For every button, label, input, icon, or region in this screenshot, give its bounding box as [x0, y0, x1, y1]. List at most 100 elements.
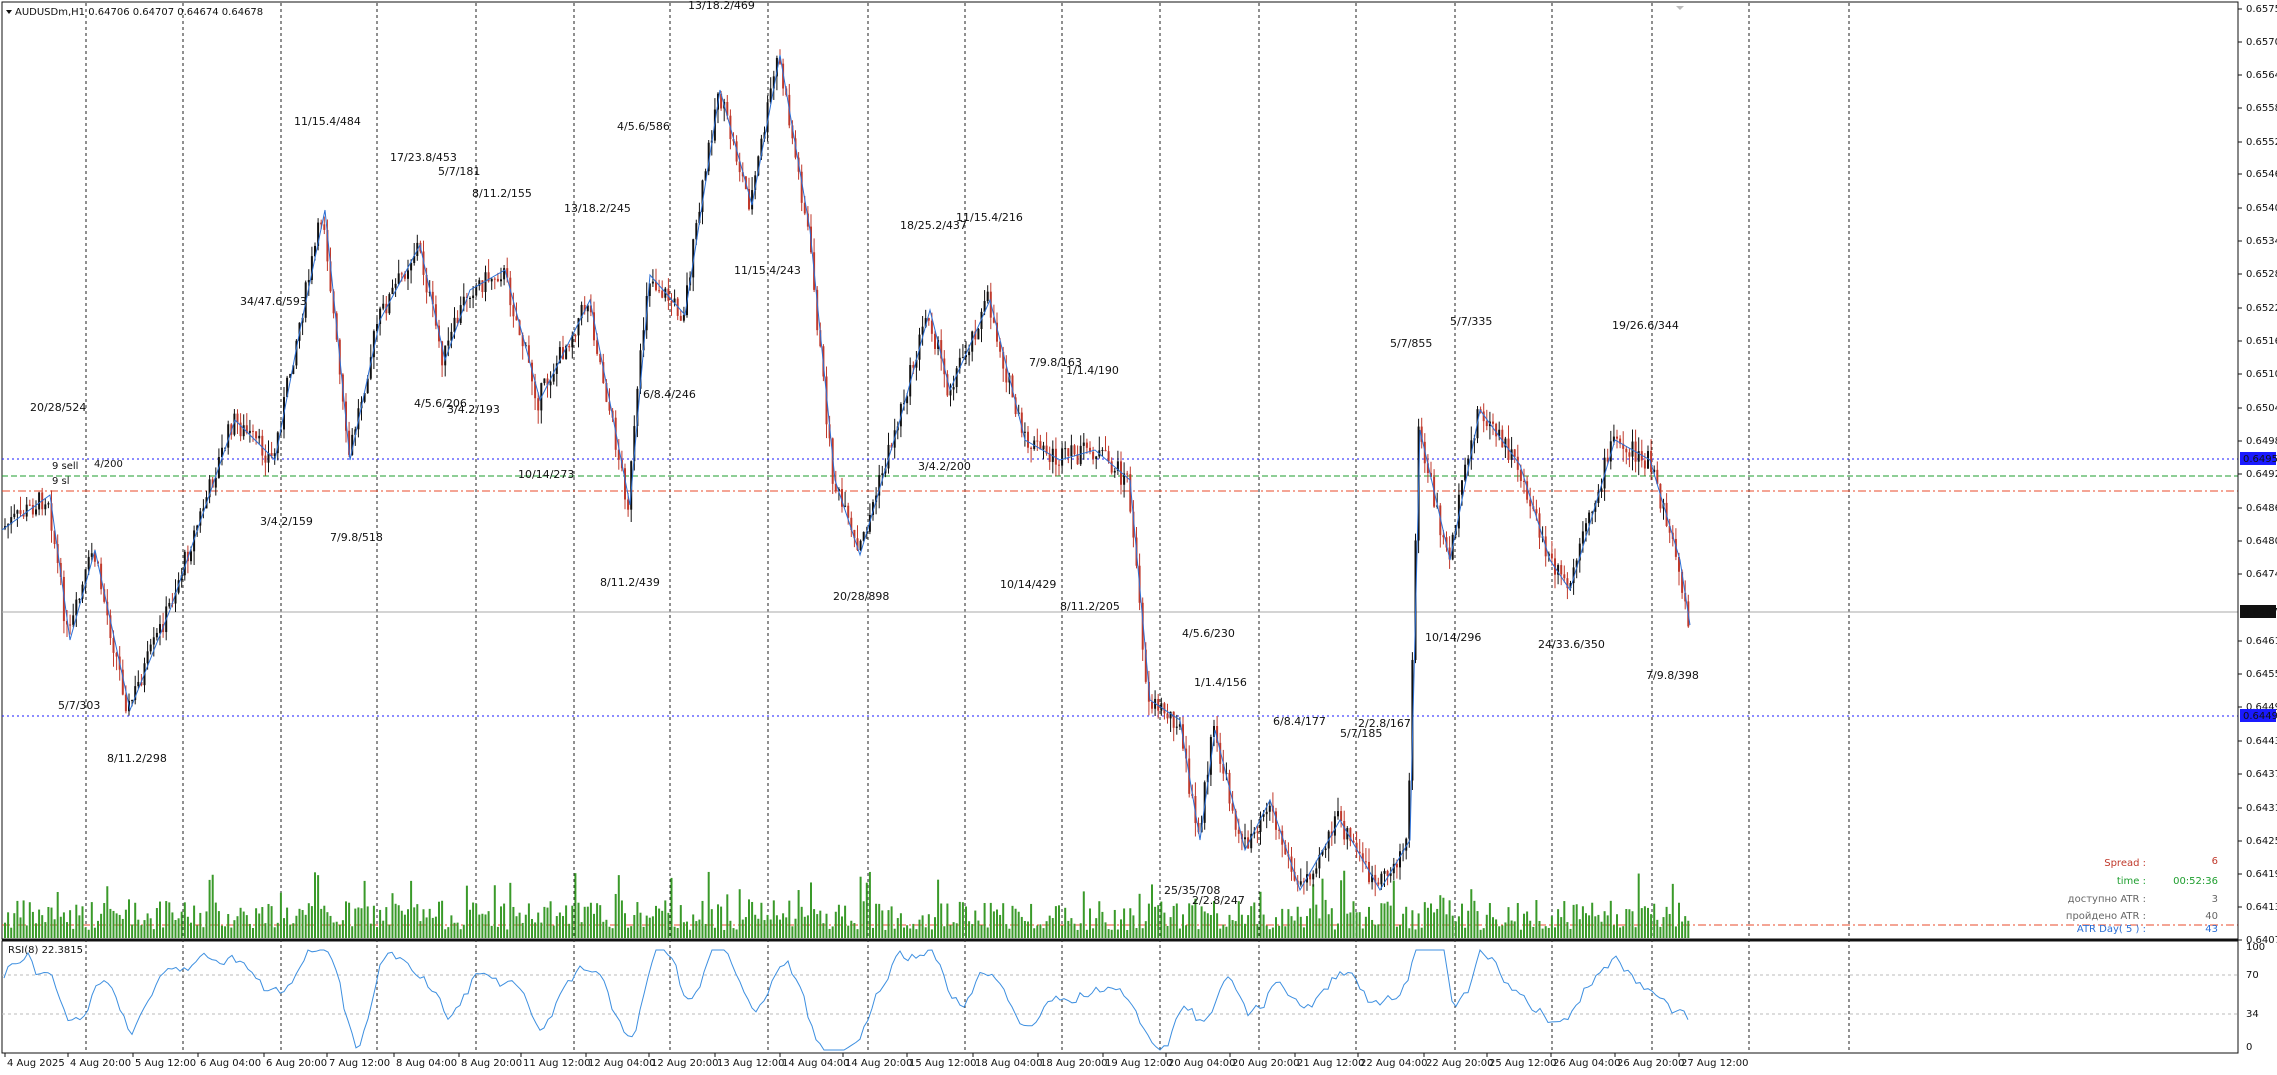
candle-body — [1337, 811, 1339, 817]
volume-bar — [1048, 915, 1051, 938]
volume-bar — [279, 892, 282, 938]
rsi-subwindow-frame[interactable] — [1, 940, 2239, 1054]
volume-bar — [357, 907, 360, 938]
dropdown-triangle-icon[interactable] — [6, 10, 12, 14]
candle-body — [109, 615, 112, 639]
candle-body — [87, 556, 90, 570]
candle-body — [382, 303, 385, 309]
volume-bar — [1101, 911, 1104, 938]
candle-body — [1513, 449, 1516, 457]
volume-bar — [1213, 900, 1215, 938]
volume-bar — [868, 871, 871, 938]
upper-level-price-box[interactable] — [2240, 452, 2276, 465]
shift-marker-icon[interactable] — [1676, 6, 1684, 10]
rsi-title: RSI(8) 22.3815 — [8, 945, 83, 956]
volume-bar — [1262, 914, 1265, 938]
candle-body — [766, 102, 769, 133]
volume-bar — [1281, 908, 1284, 938]
candle-body — [28, 504, 31, 506]
price-tick-label: 0.65280 — [2246, 269, 2277, 280]
volume-bar — [233, 920, 236, 938]
current-price-box[interactable] — [2240, 605, 2276, 618]
candle-body — [701, 180, 704, 212]
volume-bar — [1355, 912, 1358, 938]
volume-bar — [1163, 912, 1166, 938]
candle-body — [1554, 558, 1556, 575]
time-tick-label: 8 Aug 04:00 — [396, 1058, 457, 1069]
volume-bar — [450, 915, 453, 938]
price-tick-label: 0.64315 — [2246, 803, 2277, 814]
candle-body — [924, 318, 927, 327]
candle-body — [456, 317, 459, 324]
candle-body — [388, 294, 391, 314]
time-tick-label: 15 Aug 12:00 — [909, 1058, 976, 1069]
annotation-label: 8/11.2/205 — [1060, 600, 1120, 613]
candle-body — [1678, 556, 1680, 572]
volume-bar — [1594, 916, 1597, 938]
volume-bar — [410, 880, 413, 938]
lower-level-price-box-label: 0.64490 — [2243, 711, 2277, 722]
volume-bar — [974, 910, 977, 938]
lower-level-price-box[interactable] — [2240, 709, 2276, 722]
price-axis[interactable]: 0.65755 0.65705 0.65640 0.65585 0.65520 0.654… — [2237, 2, 2277, 1053]
candle-body — [862, 531, 865, 541]
volume-bar — [214, 902, 217, 938]
volume-bar — [899, 913, 902, 938]
volume-bar — [379, 909, 382, 938]
time-axis[interactable]: 4 Aug 2025 4 Aug 20:00 5 Aug 12:00 6 Aug 04… — [4, 1053, 1748, 1069]
volume-bar — [1067, 920, 1070, 938]
volume-bar — [453, 922, 456, 938]
candle-body — [1048, 453, 1051, 462]
candle-body — [769, 88, 772, 103]
candle-body — [137, 681, 140, 687]
candle-body — [286, 377, 289, 398]
volume-bar — [465, 885, 468, 938]
candle-body — [258, 435, 261, 439]
volume-bar — [1414, 929, 1417, 938]
volume-bar — [16, 900, 19, 938]
candle-body — [1653, 469, 1656, 472]
candle-body — [633, 426, 636, 462]
volume-bar — [1284, 926, 1287, 938]
volume-bar — [1209, 914, 1212, 938]
volume-bar — [462, 924, 465, 938]
volume-bar — [537, 912, 540, 938]
volume-bar — [314, 872, 316, 938]
candle-body — [75, 599, 78, 616]
volume-bar — [1597, 914, 1600, 938]
candle-body — [1563, 574, 1566, 579]
volume-bar — [1250, 906, 1253, 938]
volume-bar — [149, 918, 152, 938]
volume-bar — [1501, 925, 1504, 938]
volume-bar — [670, 877, 673, 938]
volume-bar — [1327, 914, 1330, 938]
sl-label: 9 sl — [52, 476, 70, 487]
volume-bar — [837, 904, 840, 938]
candle-body — [1612, 436, 1615, 442]
candle-body — [1092, 451, 1095, 460]
volume-bar — [1092, 928, 1095, 938]
candle-body — [121, 669, 124, 695]
volume-bar — [825, 913, 828, 938]
volume-bar — [1625, 908, 1628, 938]
time-tick-label: 20 Aug 04:00 — [1168, 1058, 1235, 1069]
candle-body — [958, 357, 961, 369]
price-tick-label: 0.65640 — [2246, 70, 2277, 81]
price-tick-label: 0.64800 — [2246, 536, 2277, 547]
volume-bar — [47, 907, 50, 938]
candle-body — [1005, 368, 1008, 383]
annotation-label: 3/4.2/159 — [260, 515, 313, 528]
candle-body — [720, 93, 723, 109]
candle-body — [1585, 523, 1587, 532]
volume-bar — [1585, 913, 1587, 938]
candle-body — [791, 125, 794, 139]
candle-body — [803, 202, 806, 214]
candle-body — [599, 353, 602, 363]
candle-body — [248, 430, 251, 433]
volume-bar — [447, 927, 450, 938]
volume-bar — [819, 910, 822, 938]
volume-bar — [1234, 921, 1237, 938]
volume-bar — [1278, 925, 1281, 938]
volume-bar — [881, 910, 884, 938]
